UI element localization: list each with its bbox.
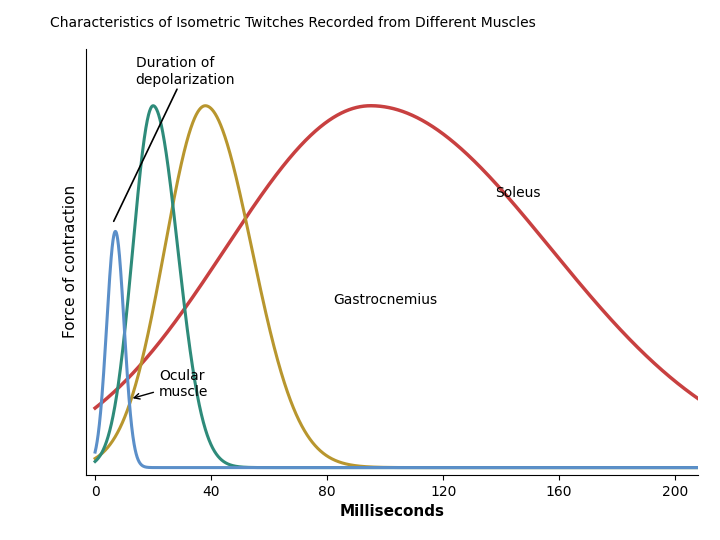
Text: Characteristics of Isometric Twitches Recorded from Different Muscles: Characteristics of Isometric Twitches Re… [50, 16, 536, 30]
Y-axis label: Force of contraction: Force of contraction [63, 185, 78, 339]
Text: Gastrocnemius: Gastrocnemius [333, 293, 437, 307]
Text: Duration of
depolarization: Duration of depolarization [114, 57, 235, 221]
X-axis label: Milliseconds: Milliseconds [340, 504, 445, 519]
Text: Soleus: Soleus [495, 186, 541, 200]
Text: Ocular
muscle: Ocular muscle [134, 369, 208, 399]
